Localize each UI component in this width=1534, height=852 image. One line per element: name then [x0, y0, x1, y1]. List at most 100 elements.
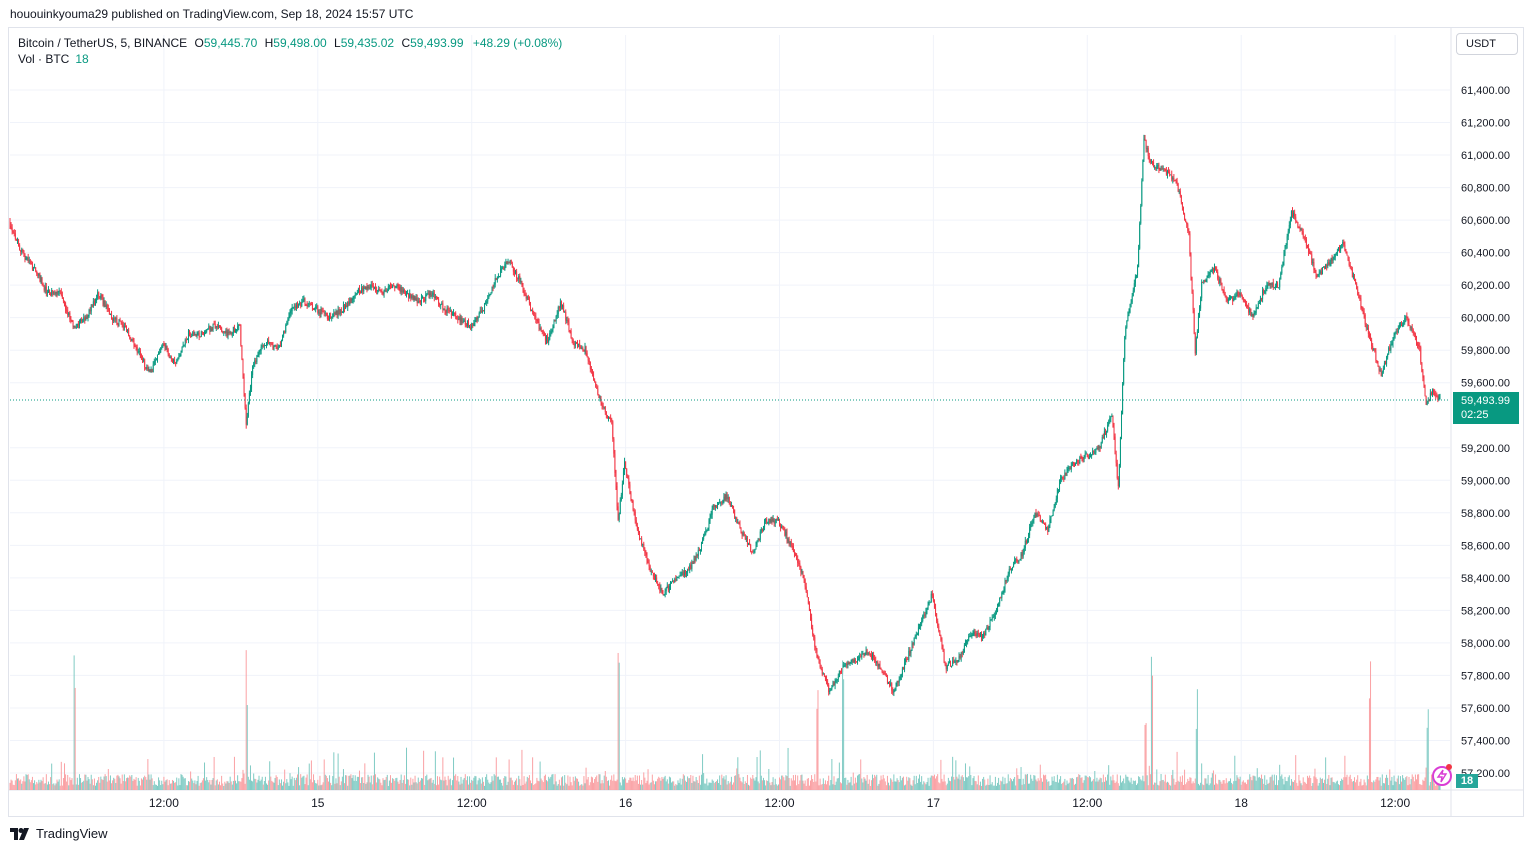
x-tick-label: 17	[927, 796, 941, 810]
volume-bar	[1140, 779, 1142, 790]
candle-body	[1287, 231, 1289, 237]
candle-body	[539, 327, 541, 329]
volume-bar	[282, 785, 284, 790]
candle-body	[1209, 271, 1211, 275]
candle-body	[1044, 522, 1046, 524]
volume-bar	[437, 776, 439, 790]
candle-body	[1047, 526, 1049, 532]
x-tick-label: 12:00	[1380, 796, 1410, 810]
candle-body	[774, 520, 776, 524]
volume-bar	[1372, 782, 1374, 790]
candle-body	[1438, 397, 1440, 400]
candle-body	[1336, 250, 1338, 254]
candle-body	[1339, 247, 1341, 251]
candle-body	[354, 294, 356, 297]
candle-body	[704, 533, 706, 536]
candle-body	[741, 532, 743, 536]
candle-body	[1381, 371, 1383, 377]
candle-body	[1342, 242, 1344, 245]
volume-bar	[684, 780, 686, 790]
volume-bar	[789, 785, 791, 790]
candle-body	[563, 305, 565, 313]
candle-body	[835, 679, 837, 683]
volume-bar	[364, 763, 366, 790]
candle-body	[838, 671, 840, 677]
volume-bar	[749, 785, 751, 790]
volume-bar	[1172, 769, 1174, 790]
volume-bar	[1202, 784, 1204, 790]
volume-bar	[1110, 776, 1112, 790]
candle-body	[567, 320, 569, 323]
volume-bar	[896, 778, 898, 790]
candle-body	[756, 540, 758, 545]
candle-body	[1356, 283, 1358, 290]
candle-body	[409, 293, 411, 298]
candle-body	[870, 654, 872, 659]
candle-body	[1437, 396, 1439, 400]
candle-body	[523, 290, 525, 294]
volume-bar	[98, 776, 100, 790]
volume-bar	[55, 783, 57, 790]
candle-body	[39, 273, 41, 282]
candle-body	[1099, 446, 1101, 449]
volume-bar	[41, 781, 43, 790]
volume-bar	[942, 781, 944, 790]
volume-bar	[153, 781, 155, 790]
tradingview-logo[interactable]: TradingView	[10, 826, 108, 841]
volume-bar	[1265, 785, 1267, 790]
candle-body	[108, 308, 110, 315]
volume-label[interactable]: Vol · BTC	[18, 52, 70, 66]
volume-bar	[881, 779, 883, 790]
candle-body	[877, 661, 879, 667]
volume-bar	[1293, 782, 1295, 790]
volume-bar	[427, 780, 429, 790]
candle-body	[601, 402, 603, 406]
volume-bar	[404, 783, 406, 790]
symbol-name[interactable]: Bitcoin / TetherUS, 5, BINANCE	[18, 36, 188, 50]
candle-body	[606, 415, 608, 419]
candle-body	[288, 316, 290, 320]
candle-body	[693, 559, 695, 564]
lightning-icon[interactable]	[1432, 766, 1452, 786]
volume-bar	[631, 780, 633, 790]
volume-bar	[1149, 774, 1151, 790]
candle-body	[444, 308, 446, 312]
candle-body	[137, 351, 139, 353]
volume-bar	[1308, 777, 1310, 790]
volume-bar	[137, 777, 139, 790]
volume-bar	[1159, 781, 1161, 790]
volume-bar	[1287, 777, 1289, 790]
currency-button[interactable]: USDT	[1456, 33, 1518, 55]
candle-body	[911, 643, 913, 651]
candle-body	[1391, 343, 1393, 345]
volume-bar	[218, 781, 220, 790]
candle-body	[1087, 457, 1089, 459]
candle-body	[1268, 284, 1270, 286]
candle-body	[815, 646, 817, 650]
volume-bar	[948, 780, 950, 790]
candle-body	[1029, 527, 1031, 536]
candle-body	[1368, 334, 1370, 337]
volume-bar	[395, 778, 397, 790]
volume-bar	[1147, 785, 1149, 790]
candle-body	[347, 301, 349, 308]
volume-bar	[803, 783, 805, 790]
volume-bar	[447, 775, 449, 790]
volume-bar	[1392, 785, 1394, 790]
volume-bar	[258, 775, 260, 790]
volume-bar	[104, 774, 106, 790]
volume-bar	[381, 785, 383, 790]
volume-bar	[737, 757, 739, 790]
candle-body	[893, 690, 895, 693]
volume-bar	[18, 778, 20, 790]
candle-body	[1378, 366, 1380, 371]
candle-body	[1377, 363, 1379, 367]
volume-bar	[481, 777, 483, 790]
volume-bar	[38, 779, 40, 790]
candle-body	[792, 546, 794, 552]
volume-bar	[1246, 784, 1248, 790]
candle-body	[1193, 309, 1195, 334]
candle-body	[355, 293, 357, 295]
volume-bar	[500, 779, 502, 790]
